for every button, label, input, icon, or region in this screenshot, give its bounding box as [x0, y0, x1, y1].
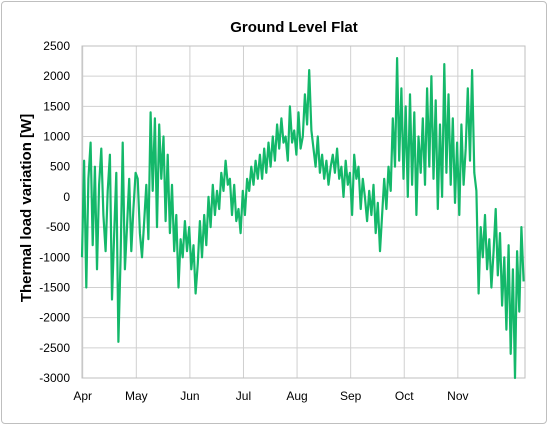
x-tick-label: Aug: [286, 389, 307, 403]
y-tick-label: -2000: [39, 311, 70, 325]
x-tick-label: Jun: [180, 389, 199, 403]
y-tick-label: 0: [63, 190, 70, 204]
y-tick-label: -3000: [39, 371, 70, 385]
y-tick-label: 2500: [43, 39, 70, 53]
y-axis-label: Thermal load variation [W]: [18, 114, 35, 302]
y-tick-label: 1500: [43, 99, 70, 113]
x-tick-label: Jul: [236, 389, 251, 403]
y-tick-label: -1500: [39, 280, 70, 294]
y-tick-label: 500: [50, 160, 70, 174]
series-line: [80, 57, 525, 380]
y-tick-label: 2000: [43, 69, 70, 83]
x-tick-label: Sep: [340, 389, 362, 403]
y-tick-label: -2500: [39, 341, 70, 355]
y-tick-label: -1000: [39, 250, 70, 264]
y-axis-ticks: 2500 2000 1500 1000 500 0 -500 -1000 -1500 -2000 -…: [39, 39, 70, 385]
x-tick-label: Nov: [447, 389, 468, 403]
x-axis-ticks: Apr May Jun Jul Aug Sep Oct Nov: [73, 389, 468, 403]
y-tick-label: 1000: [43, 130, 70, 144]
y-tick-label: -500: [46, 220, 70, 234]
x-tick-label: May: [125, 389, 148, 403]
chart-title: Ground Level Flat: [230, 19, 358, 36]
x-tick-label: Apr: [73, 389, 92, 403]
series-group: [80, 57, 525, 380]
x-tick-label: Oct: [395, 389, 414, 403]
